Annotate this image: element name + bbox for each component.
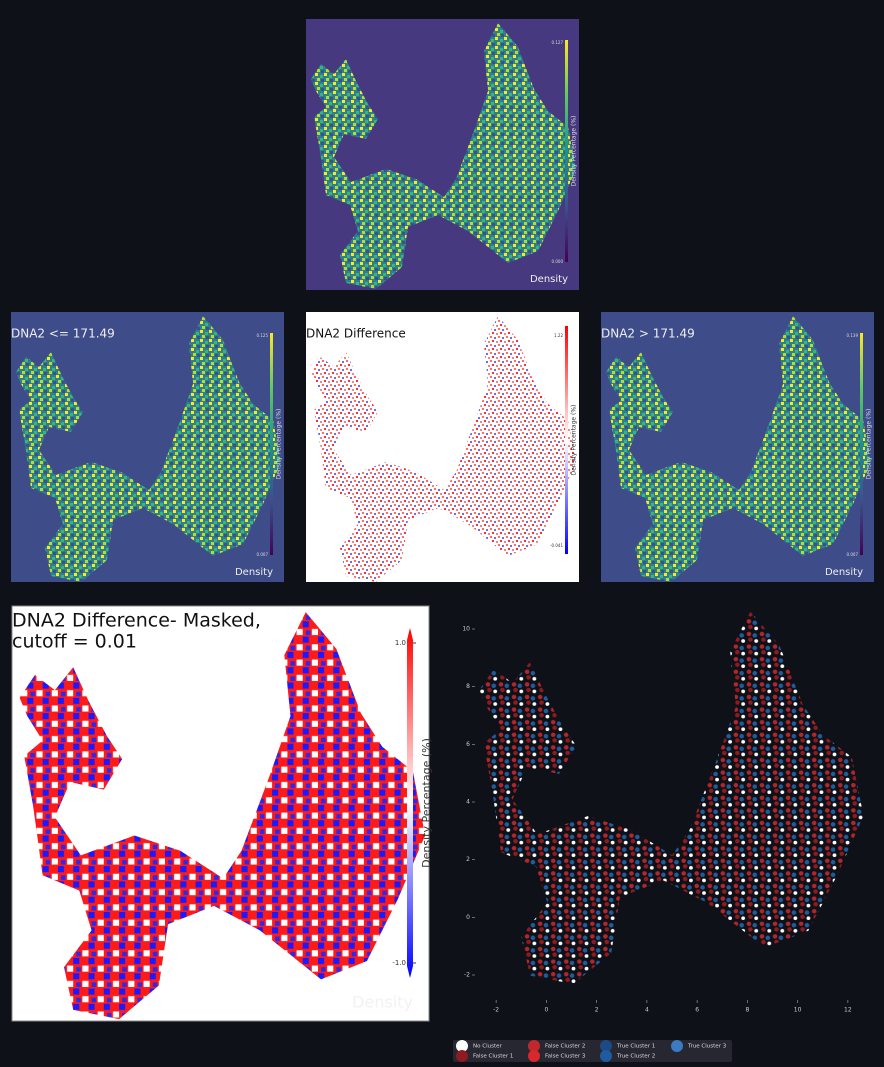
legend-label: No Cluster bbox=[473, 1044, 502, 1050]
colorbar-label: Density Percentage (%) bbox=[420, 738, 433, 868]
legend-label: True Cluster 1 bbox=[616, 1044, 655, 1050]
scatter-plot: -2 0 2 4 6 8 10 12 -2 0 2 4 6 8 10 No Cluster False Clus… bbox=[453, 611, 864, 1062]
colorbar-tick: -0.041 bbox=[550, 543, 563, 548]
colorbar-label: Density Percentage (%) bbox=[276, 409, 283, 480]
legend-label: False Cluster 1 bbox=[473, 1054, 513, 1060]
y-tick-label: -2 bbox=[464, 971, 470, 978]
panel-footer: Density bbox=[530, 274, 568, 285]
legend-label: False Cluster 3 bbox=[545, 1054, 586, 1060]
difference-panel: DNA2 Difference 1.22 -0.041 Density Perc… bbox=[306, 312, 579, 582]
legend-label: False Cluster 2 bbox=[545, 1044, 585, 1050]
y-tick-label: 2 bbox=[466, 856, 470, 863]
colorbar bbox=[860, 333, 863, 555]
density-panel: DNA2 > 171.49 0.139 0.007 Density Percen… bbox=[601, 312, 874, 582]
colorbar-tick: 0.127 bbox=[552, 40, 564, 45]
density-panel: 0.127 0.000 Density Percentage (%) Densi… bbox=[306, 19, 579, 290]
panel-footer: Density bbox=[352, 993, 413, 1012]
y-tick-label: 4 bbox=[466, 799, 470, 806]
panel-footer: Density bbox=[235, 567, 273, 578]
x-tick-label: -2 bbox=[493, 1007, 499, 1014]
legend-background bbox=[453, 1040, 732, 1062]
panel-title: cutoff = 0.01 bbox=[12, 631, 137, 653]
legend-swatch bbox=[600, 1040, 612, 1052]
colorbar-tick: 0.007 bbox=[257, 552, 269, 557]
x-tick-label: 6 bbox=[695, 1007, 699, 1014]
x-tick-label: 4 bbox=[645, 1007, 649, 1014]
colorbar-tick: -1.0 bbox=[392, 959, 406, 967]
legend-swatch bbox=[528, 1050, 540, 1062]
panel-title: DNA2 > 171.49 bbox=[601, 327, 695, 341]
colorbar bbox=[407, 628, 413, 978]
colorbar-tick: 0.000 bbox=[552, 259, 564, 264]
point-cloud bbox=[479, 611, 864, 984]
x-tick-label: 2 bbox=[595, 1007, 599, 1014]
panel-title: DNA2 <= 171.49 bbox=[11, 327, 115, 341]
legend-swatch bbox=[528, 1040, 540, 1052]
colorbar-tick: 0.125 bbox=[257, 333, 269, 338]
colorbar-label: Density Percentage (%) bbox=[571, 405, 578, 476]
x-tick-label: 10 bbox=[794, 1007, 802, 1014]
density-panel: DNA2 <= 171.49 0.125 0.007 Density Perce… bbox=[11, 312, 284, 582]
colorbar bbox=[565, 40, 568, 262]
legend-swatch bbox=[456, 1040, 468, 1052]
legend-swatch bbox=[456, 1050, 468, 1062]
panel-footer: Density bbox=[825, 567, 863, 578]
colorbar-label: Density Percentage (%) bbox=[571, 116, 578, 187]
panel-title: DNA2 Difference- Masked, bbox=[12, 610, 261, 632]
colorbar bbox=[270, 333, 273, 555]
legend-label: True Cluster 2 bbox=[616, 1054, 655, 1060]
colorbar-tick: 1.0 bbox=[395, 639, 406, 647]
y-tick-label: 0 bbox=[466, 914, 470, 921]
x-tick-label: 12 bbox=[844, 1007, 852, 1014]
legend-swatch bbox=[600, 1050, 612, 1062]
colorbar-tick: 0.139 bbox=[847, 333, 859, 338]
masked-panel: DNA2 Difference- Masked, cutoff = 0.01 1… bbox=[11, 605, 433, 1022]
panel-title: DNA2 Difference bbox=[306, 327, 406, 341]
y-tick-label: 10 bbox=[462, 626, 470, 633]
x-tick-label: 0 bbox=[544, 1007, 548, 1014]
legend-swatch bbox=[671, 1040, 683, 1052]
y-tick-label: 8 bbox=[466, 683, 470, 690]
colorbar bbox=[565, 326, 568, 554]
y-tick-label: 6 bbox=[466, 741, 470, 748]
colorbar-tick: 1.22 bbox=[554, 333, 563, 338]
x-tick-label: 8 bbox=[745, 1007, 749, 1014]
legend-label: True Cluster 3 bbox=[687, 1044, 727, 1050]
colorbar-label: Density Percentage (%) bbox=[866, 409, 873, 480]
colorbar-tick: 0.007 bbox=[847, 552, 859, 557]
